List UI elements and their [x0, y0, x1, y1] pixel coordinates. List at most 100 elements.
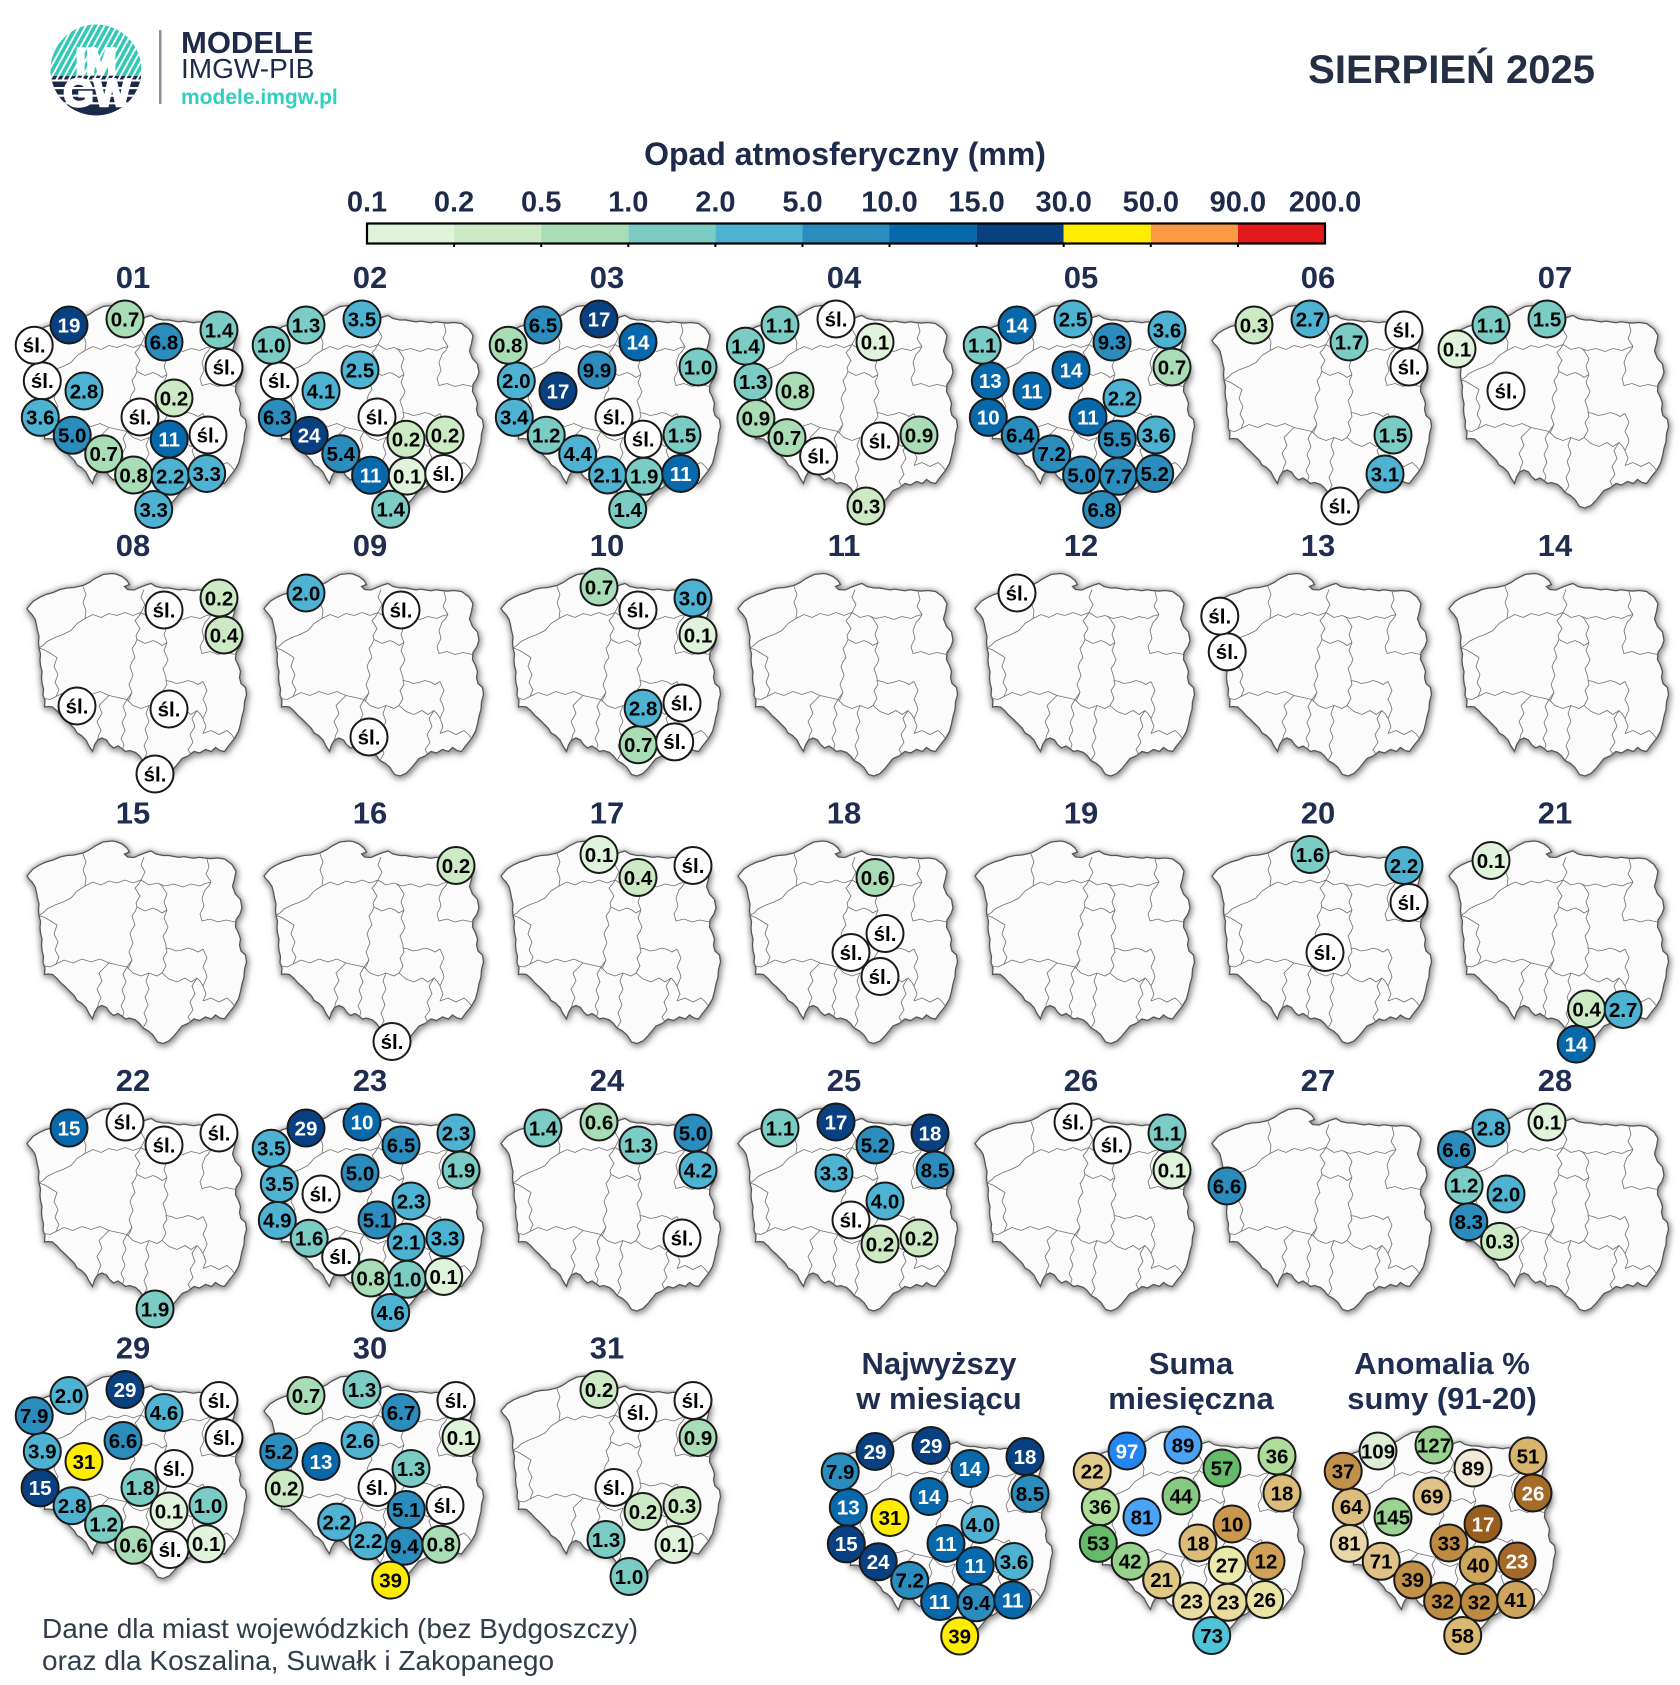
svg-text:7.2: 7.2	[1037, 443, 1066, 466]
svg-text:02: 02	[353, 260, 387, 295]
svg-text:2.0: 2.0	[55, 1385, 84, 1408]
svg-text:śl.: śl.	[390, 599, 413, 622]
svg-text:śl.: śl.	[445, 1390, 468, 1413]
svg-text:w miesiącu: w miesiącu	[855, 1381, 1021, 1416]
svg-text:15: 15	[29, 1477, 52, 1500]
svg-text:śl.: śl.	[1101, 1134, 1124, 1157]
svg-text:0.7: 0.7	[111, 308, 140, 331]
svg-text:73: 73	[1200, 1625, 1223, 1648]
svg-text:1.2: 1.2	[1450, 1175, 1479, 1198]
svg-text:śl.: śl.	[23, 335, 46, 358]
svg-text:0.1: 0.1	[585, 844, 614, 867]
svg-text:0.8: 0.8	[781, 380, 810, 403]
svg-text:śl.: śl.	[153, 599, 176, 622]
svg-text:1.9: 1.9	[447, 1159, 476, 1182]
svg-text:5.0: 5.0	[782, 187, 822, 219]
svg-text:4.1: 4.1	[307, 380, 336, 403]
svg-text:36: 36	[1266, 1445, 1289, 1468]
svg-text:1.0: 1.0	[393, 1269, 422, 1292]
svg-text:śl.: śl.	[268, 370, 291, 393]
svg-text:1.1: 1.1	[968, 335, 997, 358]
svg-text:05: 05	[1064, 260, 1098, 295]
svg-text:śl.: śl.	[159, 1539, 182, 1562]
svg-text:1.1: 1.1	[1153, 1122, 1182, 1145]
svg-text:0.1: 0.1	[861, 331, 890, 354]
svg-text:2.2: 2.2	[156, 466, 185, 489]
svg-text:18: 18	[827, 796, 861, 831]
svg-text:0.2: 0.2	[629, 1501, 658, 1524]
svg-text:145: 145	[1376, 1506, 1410, 1529]
svg-text:1.3: 1.3	[592, 1529, 621, 1552]
svg-text:1.0: 1.0	[615, 1566, 644, 1589]
svg-text:9.4: 9.4	[390, 1536, 419, 1559]
svg-text:14: 14	[1060, 359, 1083, 382]
svg-text:śl.: śl.	[663, 731, 686, 754]
svg-text:śl.: śl.	[381, 1031, 404, 1054]
svg-text:Dane dla miast wojewódzkich (b: Dane dla miast wojewódzkich (bez Bydgosz…	[42, 1613, 638, 1644]
svg-text:11: 11	[360, 465, 382, 488]
svg-text:10: 10	[590, 528, 624, 563]
svg-text:0.2: 0.2	[585, 1379, 614, 1402]
svg-text:71: 71	[1370, 1551, 1393, 1574]
svg-text:12: 12	[1255, 1550, 1278, 1573]
svg-text:sumy (91-20): sumy (91-20)	[1347, 1381, 1537, 1416]
svg-text:39: 39	[1401, 1569, 1424, 1592]
svg-text:12: 12	[1064, 528, 1098, 563]
svg-text:3.5: 3.5	[265, 1173, 294, 1196]
svg-text:0.6: 0.6	[861, 867, 890, 890]
svg-text:0.7: 0.7	[585, 576, 614, 599]
svg-text:27: 27	[1216, 1554, 1239, 1577]
svg-text:śl.: śl.	[1062, 1111, 1085, 1134]
svg-text:9.4: 9.4	[962, 1592, 991, 1615]
svg-text:9.3: 9.3	[1098, 331, 1127, 354]
svg-text:22: 22	[116, 1063, 150, 1098]
svg-text:śl.: śl.	[366, 1477, 389, 1500]
svg-text:modele.imgw.pl: modele.imgw.pl	[181, 86, 338, 109]
svg-text:32: 32	[1431, 1590, 1454, 1613]
svg-text:07: 07	[1538, 260, 1572, 295]
svg-text:6.6: 6.6	[1213, 1175, 1242, 1198]
svg-text:3.3: 3.3	[820, 1162, 849, 1185]
svg-text:4.6: 4.6	[150, 1402, 179, 1425]
svg-text:0.4: 0.4	[210, 624, 239, 647]
svg-text:1.1: 1.1	[1477, 314, 1506, 337]
svg-text:3.3: 3.3	[431, 1227, 460, 1250]
svg-text:15.0: 15.0	[948, 187, 1004, 219]
svg-text:Najwyższy: Najwyższy	[861, 1346, 1017, 1381]
svg-text:0.4: 0.4	[624, 867, 653, 890]
svg-text:20: 20	[1301, 796, 1335, 831]
svg-text:2.3: 2.3	[397, 1190, 426, 1213]
svg-text:5.1: 5.1	[363, 1209, 392, 1232]
svg-text:29: 29	[864, 1441, 887, 1464]
svg-text:śl.: śl.	[197, 424, 220, 447]
svg-text:0.9: 0.9	[742, 408, 771, 431]
svg-text:5.1: 5.1	[392, 1499, 421, 1522]
svg-text:23: 23	[1506, 1550, 1529, 1573]
svg-text:8.3: 8.3	[1455, 1211, 1484, 1234]
svg-text:MODELE: MODELE	[181, 25, 314, 60]
svg-text:14: 14	[1006, 314, 1029, 337]
svg-text:1.0: 1.0	[608, 187, 648, 219]
svg-text:4.2: 4.2	[684, 1159, 713, 1182]
svg-text:5.4: 5.4	[327, 443, 356, 466]
svg-text:śl.: śl.	[869, 430, 892, 453]
svg-text:03: 03	[590, 260, 624, 295]
svg-text:2.1: 2.1	[392, 1231, 421, 1254]
svg-text:śl.: śl.	[682, 855, 705, 878]
svg-text:13: 13	[310, 1451, 333, 1474]
svg-text:89: 89	[1462, 1457, 1485, 1480]
svg-text:śl.: śl.	[671, 692, 694, 715]
svg-text:śl.: śl.	[1495, 380, 1518, 403]
svg-text:śl.: śl.	[1006, 582, 1029, 605]
svg-text:1.0: 1.0	[684, 356, 713, 379]
svg-text:13: 13	[979, 370, 1002, 393]
svg-text:11: 11	[1021, 380, 1043, 403]
svg-text:2.2: 2.2	[1390, 855, 1419, 878]
svg-text:5.0: 5.0	[1067, 464, 1096, 487]
svg-text:14: 14	[959, 1458, 982, 1481]
svg-text:0.9: 0.9	[684, 1427, 713, 1450]
svg-text:1.7: 1.7	[1335, 331, 1364, 354]
svg-text:śl.: śl.	[1208, 605, 1231, 628]
svg-text:3.4: 3.4	[500, 407, 529, 430]
svg-text:3.5: 3.5	[257, 1138, 286, 1161]
